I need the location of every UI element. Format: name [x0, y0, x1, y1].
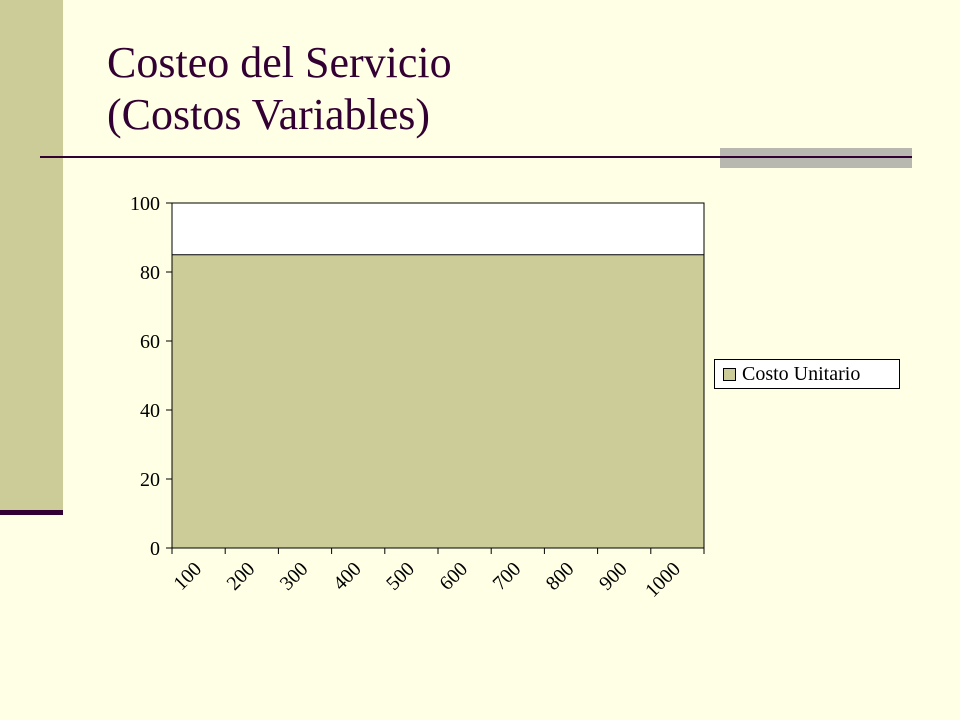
left-accent-bar-line: [0, 510, 63, 515]
title-divider: [40, 156, 912, 158]
area-series-costo-unitario: [171, 254, 705, 549]
slide-title-line-1: Costeo del Servicio: [107, 38, 452, 87]
x-tick-label: 100: [169, 558, 206, 595]
y-tick-label: 60: [140, 331, 160, 353]
x-tick-label: 600: [435, 558, 472, 595]
y-tick-label: 80: [140, 262, 160, 284]
chart-legend: Costo Unitario: [714, 359, 900, 389]
legend-swatch: [723, 367, 736, 381]
x-tick-label: 700: [489, 558, 526, 595]
x-tick-label: 500: [382, 558, 419, 595]
x-tick-label: 1000: [641, 558, 685, 602]
title-divider-accent: [720, 148, 912, 168]
title-divider-accent-line: [720, 156, 912, 158]
x-tick-label: 300: [276, 558, 313, 595]
x-tick-label: 200: [223, 558, 260, 595]
legend-label: Costo Unitario: [742, 362, 861, 385]
slide-title-line-2: (Costos Variables): [107, 90, 431, 139]
x-tick-label: 400: [329, 558, 366, 595]
x-tick-label: 800: [542, 558, 579, 595]
y-tick-label: 20: [140, 469, 160, 491]
y-tick-label: 0: [150, 538, 160, 560]
y-tick-label: 100: [130, 193, 160, 215]
slide-title: Costeo del Servicio (Costos Variables): [107, 37, 452, 141]
y-tick-label: 40: [140, 400, 160, 422]
left-accent-bar: [0, 0, 63, 510]
x-tick-label: 900: [595, 558, 632, 595]
